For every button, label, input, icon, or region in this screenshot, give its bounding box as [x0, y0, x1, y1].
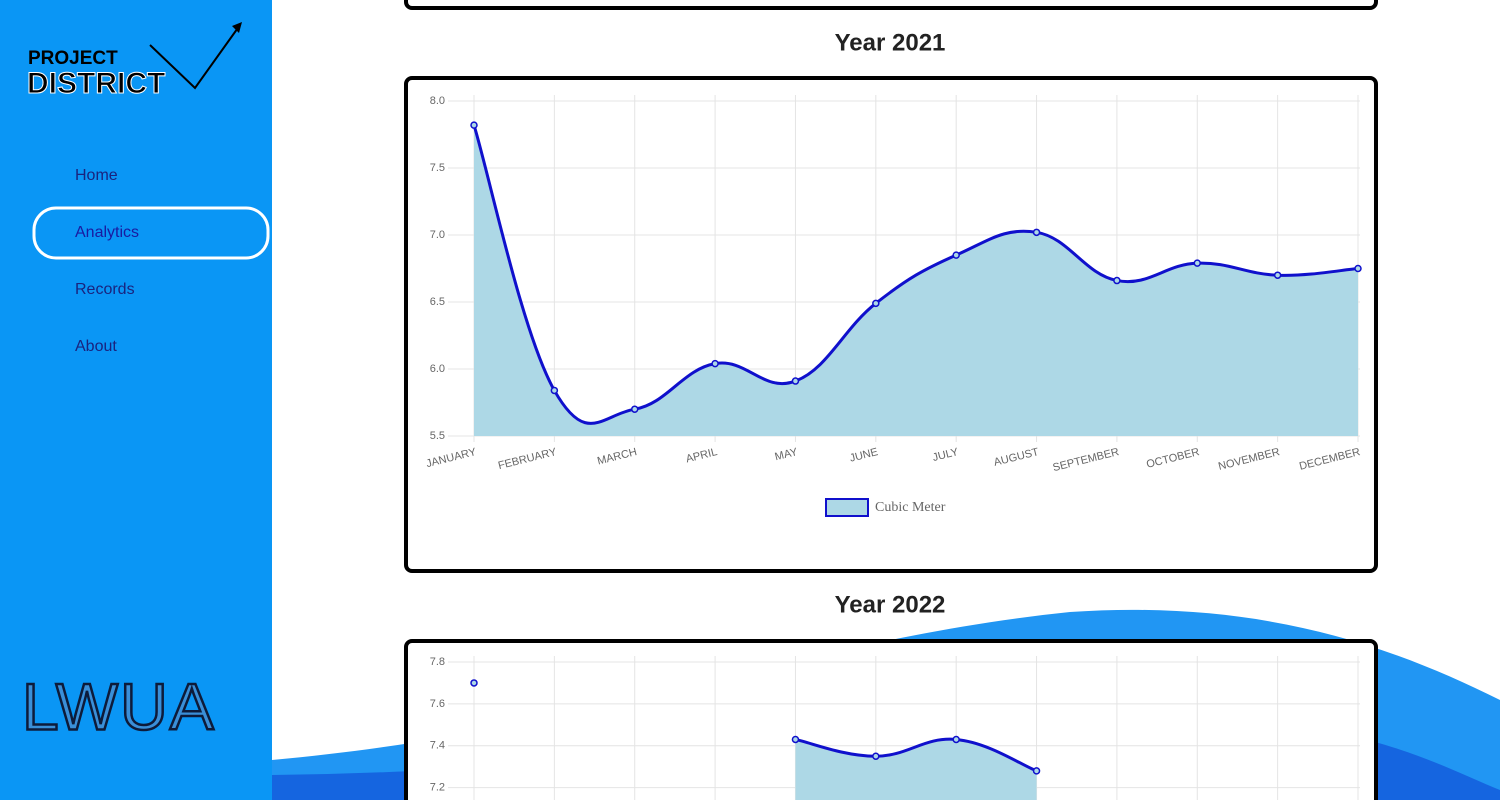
point [952, 735, 960, 744]
nav-active [32, 206, 270, 260]
point [952, 251, 960, 259]
brand: LWUA [22, 669, 216, 743]
nav-item[interactable]: Analytics [75, 224, 139, 241]
y-tick-label: 8.0 [430, 95, 445, 107]
x-tick-label: MAY [774, 446, 800, 463]
y-tick-label: 7.0 [430, 229, 445, 241]
point [791, 377, 800, 385]
point [550, 386, 559, 395]
y-tick-label: 7.4 [430, 740, 445, 752]
point [1032, 767, 1041, 775]
logo-line1: PROJECT [28, 48, 118, 69]
y-tick-label: 7.2 [430, 782, 445, 794]
area [474, 125, 1358, 437]
point [1032, 228, 1041, 237]
logo-line2: DISTRICT [27, 67, 165, 100]
nav-item[interactable]: About [75, 338, 117, 355]
area [795, 739, 1037, 800]
nav-item[interactable]: Home [75, 167, 118, 184]
line [795, 737, 1038, 773]
legend-swatch [825, 498, 869, 517]
logo-arrow [149, 24, 241, 90]
y-tick-label: 6.0 [430, 363, 445, 375]
chart-title: Year 2022 [835, 591, 946, 618]
point [1354, 264, 1362, 273]
y-tick-label: 7.5 [430, 162, 445, 174]
legend-label: Cubic Meter [875, 500, 946, 515]
nav-item[interactable]: Records [75, 281, 135, 298]
chart-box [404, 639, 1378, 800]
sidebar [0, 0, 272, 800]
point [872, 299, 880, 308]
point [872, 752, 880, 760]
point [1273, 271, 1282, 279]
previous-chart-box [404, 0, 1378, 10]
point [470, 679, 478, 687]
point [1193, 259, 1202, 267]
point [711, 359, 719, 368]
y-tick-label: 5.5 [430, 430, 445, 442]
point [470, 121, 478, 129]
point [791, 735, 800, 744]
point [630, 405, 639, 413]
chart-title: Year 2021 [835, 29, 946, 56]
logo-arrow-head [232, 22, 242, 33]
point [1113, 276, 1121, 285]
y-tick-label: 7.6 [430, 698, 445, 710]
y-tick-label: 6.5 [430, 296, 445, 308]
y-tick-label: 7.8 [430, 656, 445, 668]
